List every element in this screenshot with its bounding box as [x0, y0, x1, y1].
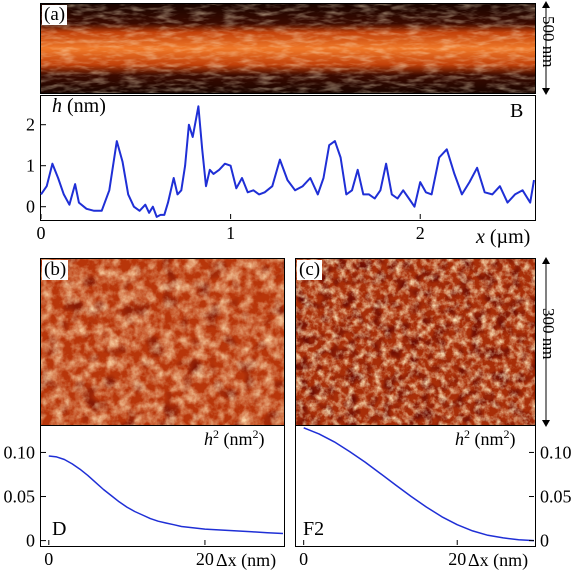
corr-D-ylabel: h2 (nm2) [204, 427, 265, 449]
corr-F2-xlabel-unit: (nm) [493, 550, 529, 570]
profile-plot-frame [40, 95, 536, 221]
corr_D-xtick-label-1: 20 [196, 549, 214, 569]
profile-ylabel-unit: (nm) [67, 95, 106, 117]
profile-ytick-label-0: 0 [26, 197, 35, 217]
profile-ytick-label-1: 1 [26, 156, 35, 176]
corr-F2-ylabel: h2 (nm2) [455, 427, 516, 449]
corr-D-xlabel-var: Δx [216, 550, 237, 570]
corr_D-series-line [48, 455, 284, 535]
corr-F2-xlabel: Δx (nm) [468, 551, 528, 569]
corr-F2-ylabel-var: h [455, 429, 464, 449]
profile-ylabel-var: h [52, 95, 62, 117]
scale-bar-c [542, 257, 550, 427]
corr-F2-ylabel-unit: (nm [474, 429, 504, 449]
panel-tag-b: (b) [42, 259, 69, 280]
profile-label-B: B [510, 100, 524, 122]
corr_F2-ytick-label-2: 0.10 [540, 442, 572, 462]
afm-texture-a [41, 4, 535, 93]
corr-F2-label: F2 [303, 518, 325, 540]
corr_D-xtick-label-0: 0 [44, 549, 53, 569]
profile-ytick-label-2: 2 [26, 115, 35, 135]
profile-ylabel: h (nm) [52, 96, 106, 116]
corr_D-ytick-label-2: 0.10 [4, 442, 36, 462]
corr_F2-ytick-label-1: 0.05 [540, 487, 572, 507]
profile-xtick-label-0: 0 [37, 223, 46, 243]
scale-bar-a [542, 1, 550, 95]
corr_F2-xtick-label-1: 20 [448, 549, 466, 569]
corr-D-ylabel-close: ) [258, 429, 265, 449]
profile-xtick-label-1: 1 [226, 223, 235, 243]
panel-tag-c: (c) [297, 259, 323, 280]
corr-plot-F2-frame [295, 425, 536, 547]
corr-F2-xlabel-var: Δx [468, 550, 489, 570]
corr_F2-xtick-label-0: 0 [299, 549, 308, 569]
corr_D-ytick-label-0: 0 [26, 531, 35, 551]
afm-image-b [40, 258, 285, 427]
afm-texture-b [41, 259, 284, 426]
panel-tag-a: (a) [42, 4, 68, 25]
profile-xlabel: x (µm) [476, 227, 530, 247]
afm-image-a [40, 3, 536, 94]
afm-texture-c [296, 259, 535, 426]
corr-D-ylabel-unit: (nm [223, 429, 253, 449]
afm-image-c [295, 258, 536, 427]
corr-D-xlabel: Δx (nm) [216, 551, 276, 569]
profile-xlabel-unit: (µm) [489, 226, 531, 248]
corr_F2-ytick-label-0: 0 [540, 531, 549, 551]
corr-D-ylabel-var: h [204, 429, 213, 449]
corr-plot-D-frame [40, 425, 285, 547]
profile-series-line [40, 105, 535, 218]
corr_D-ytick-label-1: 0.05 [4, 487, 36, 507]
corr_F2-series-line [303, 427, 535, 542]
profile-xtick-label-2: 2 [416, 223, 425, 243]
corr-D-xlabel-unit: (nm) [241, 550, 277, 570]
corr-D-label: D [52, 518, 67, 540]
corr-F2-ylabel-close: ) [509, 429, 516, 449]
profile-xlabel-var: x [476, 226, 485, 248]
